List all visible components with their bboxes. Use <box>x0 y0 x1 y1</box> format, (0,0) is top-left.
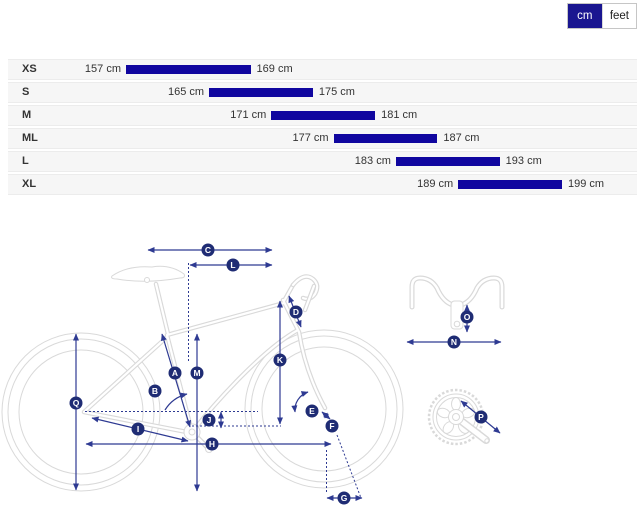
size-label: M <box>22 109 32 121</box>
max-height-label: 175 cm <box>318 86 355 98</box>
size-table: XS 157 cm 169 cm S 165 cm 175 cm M 171 cm 181 cm… <box>8 59 637 197</box>
dimension-line-B <box>164 392 188 411</box>
dimension-letter-E: E <box>309 406 315 416</box>
dimension-F: F <box>321 411 339 433</box>
dimension-Q: Q <box>69 333 83 491</box>
dimension-letter-O: O <box>464 312 471 322</box>
dimension-E: E <box>291 391 319 418</box>
unit-toggle-feet-button[interactable]: feet <box>601 4 636 28</box>
dimension-label-circle-Q <box>69 396 83 410</box>
handlebar-side <box>290 274 320 313</box>
height-range-bar <box>271 111 376 120</box>
height-range-bar <box>458 180 562 189</box>
size-label: S <box>22 86 30 98</box>
unit-toggle: cm feet <box>566 3 637 29</box>
bike-drawing <box>1 265 505 492</box>
max-height-label: 181 cm <box>381 109 418 121</box>
dimension-label-circle-H <box>205 437 219 451</box>
dimension-label-circle-G <box>337 491 351 505</box>
dimension-letter-I: I <box>137 424 139 434</box>
size-label: ML <box>22 132 38 144</box>
geometry-diagram: A B C D E F G H I J K L M N O P Q <box>1 243 505 505</box>
dimension-P: P <box>460 400 501 434</box>
unit-toggle-cm-button[interactable]: cm <box>567 4 602 28</box>
dimension-label-circle-K <box>273 353 287 367</box>
dimension-letter-D: D <box>293 307 299 317</box>
saddle <box>111 265 185 283</box>
dimension-letter-H: H <box>209 439 215 449</box>
dimension-label-circle-L <box>226 258 240 272</box>
min-height-label: 171 cm <box>230 109 267 121</box>
dimension-label-circle-E <box>305 404 319 418</box>
max-height-label: 169 cm <box>256 63 293 75</box>
dimension-label-circle-I <box>131 422 145 436</box>
dimension-letter-C: C <box>205 245 211 255</box>
dimension-annotations: A B C D E F G H I J K L M N O P Q <box>69 243 502 505</box>
dimension-O: O <box>460 304 474 333</box>
size-row: ML 177 cm 187 cm <box>8 128 637 149</box>
size-label: XS <box>22 63 37 75</box>
height-range-bar <box>333 134 438 143</box>
handlebar-front-view <box>409 275 505 330</box>
max-height-label: 187 cm <box>443 132 480 144</box>
dimension-letter-K: K <box>277 355 284 365</box>
dimension-label-circle-P <box>474 410 488 424</box>
height-range-bar <box>209 88 313 97</box>
dimension-A: A <box>161 333 191 428</box>
min-height-label: 183 cm <box>354 155 391 167</box>
dimension-label-circle-C <box>201 243 215 257</box>
dimension-label-circle-J <box>202 413 216 427</box>
size-label: L <box>22 155 29 167</box>
dimension-K: K <box>273 300 287 425</box>
dimension-letter-F: F <box>329 421 334 431</box>
size-label: XL <box>22 178 37 190</box>
min-height-label: 177 cm <box>292 132 329 144</box>
dimension-label-circle-A <box>168 366 182 380</box>
dimension-G: G <box>326 491 363 505</box>
dimension-letter-M: M <box>193 368 200 378</box>
dimension-letter-N: N <box>451 337 457 347</box>
front-wheel <box>244 329 404 489</box>
dimension-J: J <box>202 411 224 429</box>
dimension-label-circle-O <box>460 310 474 324</box>
dimension-L: L <box>189 258 273 272</box>
size-row: S 165 cm 175 cm <box>8 82 637 103</box>
dimension-line-E <box>291 391 309 413</box>
dimension-label-circle-B <box>148 384 162 398</box>
size-row: L 183 cm 193 cm <box>8 151 637 172</box>
dimension-C: C <box>147 243 273 257</box>
size-row: XL 189 cm 199 cm <box>8 174 637 195</box>
dimension-label-circle-M <box>190 366 204 380</box>
height-range-bar <box>126 65 251 74</box>
dimension-I: I <box>91 416 189 443</box>
dimension-letter-A: A <box>172 368 178 378</box>
dimension-B: B <box>148 384 188 411</box>
reference-lines <box>85 263 362 499</box>
dimension-letter-B: B <box>152 386 158 396</box>
dimension-label-circle-N <box>447 335 461 349</box>
max-height-label: 193 cm <box>505 155 542 167</box>
rear-wheel <box>1 332 161 492</box>
dimension-H: H <box>85 437 332 451</box>
max-height-label: 199 cm <box>567 178 605 190</box>
dimension-D: D <box>288 295 303 328</box>
dimension-letter-P: P <box>478 412 484 422</box>
size-row: XS 157 cm 169 cm <box>8 59 637 80</box>
min-height-label: 157 cm <box>84 63 121 75</box>
min-height-label: 189 cm <box>417 178 454 190</box>
dimension-line-A <box>161 333 191 428</box>
dimension-letter-L: L <box>230 260 235 270</box>
dimension-N: N <box>406 335 502 349</box>
dimension-letter-J: J <box>207 415 212 425</box>
dimension-label-circle-F <box>325 419 339 433</box>
dimension-M: M <box>190 333 204 492</box>
dimension-line-F <box>321 411 331 420</box>
dimension-letter-G: G <box>341 493 348 503</box>
height-range-bar <box>395 157 500 166</box>
dimension-letter-Q: Q <box>73 398 80 408</box>
min-height-label: 165 cm <box>167 86 205 98</box>
dimension-label-circle-D <box>289 305 303 319</box>
size-row: M 171 cm 181 cm <box>8 105 637 126</box>
